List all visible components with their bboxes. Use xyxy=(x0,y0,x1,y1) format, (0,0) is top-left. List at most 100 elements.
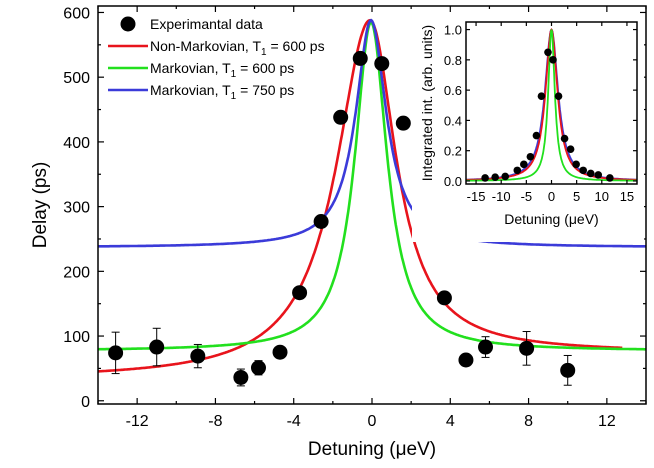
data-marker xyxy=(478,339,494,355)
inset-x-tick-label: -5 xyxy=(521,189,533,204)
data-marker xyxy=(272,344,288,360)
data-marker xyxy=(374,56,390,72)
main-x-axis-label: Detuning (μeV) xyxy=(308,439,436,460)
inset-y-tick-label: 0.8 xyxy=(444,53,462,68)
data-point xyxy=(272,344,288,360)
data-point xyxy=(560,354,576,386)
inset-data-marker xyxy=(554,92,563,100)
inset-x-tick-label: 0 xyxy=(548,189,555,204)
inset-data-marker xyxy=(544,48,552,57)
inset-data-marker xyxy=(579,166,587,175)
legend-label-main: Markovian, T xyxy=(150,60,231,76)
legend-label-tail: = 600 ps xyxy=(267,38,325,54)
legend-label: Experimantal data xyxy=(150,16,263,32)
inset-data-marker xyxy=(549,56,557,64)
inset-y-tick-label: 1.0 xyxy=(444,23,462,38)
legend-label-sub: 1 xyxy=(231,69,237,80)
data-marker xyxy=(190,348,206,364)
y-tick-label: 300 xyxy=(63,200,90,217)
inset-x-tick-label: 10 xyxy=(595,189,609,204)
data-marker xyxy=(458,352,474,368)
data-marker xyxy=(560,362,576,378)
inset-data-marker xyxy=(572,160,580,169)
legend-item: Experimantal data xyxy=(120,16,263,32)
main-y-axis-label: Delay (ps) xyxy=(30,162,51,249)
legend-label-tail: = 600 ps xyxy=(236,60,294,76)
legend-label-tail: = 750 ps xyxy=(236,82,294,98)
inset-data-marker xyxy=(566,145,575,153)
legend-label-sub: 1 xyxy=(231,91,237,102)
legend-item: Non-Markovian, T1 = 600 ps xyxy=(108,38,325,58)
x-tick-label: 0 xyxy=(368,413,377,430)
inset-y-tick-label: 0.0 xyxy=(444,174,462,189)
data-point xyxy=(190,343,206,369)
inset-data-marker xyxy=(532,131,541,140)
curve-non-markovian xyxy=(97,18,623,373)
x-tick-label: -4 xyxy=(287,413,301,430)
legend-marker xyxy=(120,16,136,32)
y-tick-label: 400 xyxy=(63,135,90,152)
data-marker xyxy=(233,369,249,385)
inset-data-marker xyxy=(491,173,499,181)
inset-data-marker xyxy=(594,171,603,179)
inset-x-tick-label: 15 xyxy=(620,189,634,204)
inset-y-tick-label: 0.4 xyxy=(444,113,462,128)
inset-data-points xyxy=(481,48,614,182)
inset-data-marker xyxy=(537,92,546,100)
data-marker xyxy=(352,50,368,66)
legend-label-main: Markovian, T xyxy=(150,82,231,98)
data-point xyxy=(333,109,349,125)
data-point xyxy=(292,285,308,301)
legend-label: Markovian, T1 = 750 ps xyxy=(150,82,294,102)
inset-data-marker xyxy=(520,160,528,169)
inset-y-tick-label: 0.2 xyxy=(444,144,462,159)
inset-axis-ticks: -15 -10 -5 0 5 10 15 0.0 0.2 0.4 0.6 0.8 1.0 xyxy=(444,22,637,204)
x-tick-label: -12 xyxy=(126,413,149,430)
inset-data-marker xyxy=(526,152,535,161)
data-marker xyxy=(292,285,308,301)
x-tick-label: 4 xyxy=(446,413,455,430)
inset-y-axis-label: Integrated int. (arb. units) xyxy=(419,25,435,181)
data-point xyxy=(233,368,249,387)
inset-data-marker xyxy=(501,172,510,181)
inset-x-tick-label: -15 xyxy=(467,189,486,204)
inset-x-axis-label: Detuning (μeV) xyxy=(504,211,598,227)
data-marker xyxy=(519,340,535,356)
data-point xyxy=(395,115,411,131)
data-marker xyxy=(395,115,411,131)
legend-label-sub: 1 xyxy=(261,47,267,58)
legend-label: Markovian, T1 = 600 ps xyxy=(150,60,294,80)
x-tick-label: 8 xyxy=(524,413,533,430)
data-marker xyxy=(250,360,266,376)
data-point xyxy=(519,331,535,366)
data-marker xyxy=(108,345,124,361)
inset-x-tick-label: -10 xyxy=(492,189,511,204)
legend-item: Markovian, T1 = 600 ps xyxy=(108,60,294,80)
data-point xyxy=(458,352,474,368)
legend-label: Non-Markovian, T1 = 600 ps xyxy=(150,38,325,58)
data-marker xyxy=(436,290,452,306)
x-tick-label: -8 xyxy=(208,413,222,430)
data-point xyxy=(149,327,165,367)
data-marker xyxy=(333,109,349,125)
legend-item: Markovian, T1 = 750 ps xyxy=(108,82,294,102)
y-tick-label: 0 xyxy=(81,394,90,411)
inset-background xyxy=(412,14,644,242)
inset-y-tick-label: 0.6 xyxy=(444,83,462,98)
data-point xyxy=(478,336,494,358)
data-point xyxy=(250,360,266,376)
inset-data-marker xyxy=(513,166,522,175)
legend-label-main: Non-Markovian, T xyxy=(150,38,261,54)
data-marker xyxy=(149,339,165,355)
data-point xyxy=(374,56,390,72)
data-point xyxy=(108,331,124,375)
curve-markovian-750 xyxy=(98,18,647,248)
data-point xyxy=(352,50,368,66)
inset-data-marker xyxy=(586,169,595,178)
y-tick-label: 100 xyxy=(63,329,90,346)
data-marker xyxy=(313,214,329,230)
data-point xyxy=(436,290,452,306)
main-fit-curves xyxy=(97,18,647,373)
